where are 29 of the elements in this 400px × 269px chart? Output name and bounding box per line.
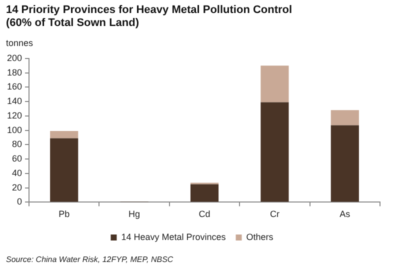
bar (330, 125, 359, 202)
bar (50, 138, 78, 202)
y-tick-label: 100 (6, 124, 22, 135)
y-tick-label: 200 (6, 52, 22, 63)
y-tick-label: 160 (6, 82, 22, 92)
x-tick-label: Hg (128, 209, 140, 220)
y-tick-label: 120 (6, 110, 22, 120)
chart-subtitle: (60% of Total Sown Land) (6, 17, 140, 30)
y-tick-label: 60 (12, 154, 22, 164)
x-tick-label: Cd (198, 209, 210, 220)
y-axis-title: tonnes (6, 38, 34, 48)
y-tick-label: 80 (12, 139, 22, 150)
y-tick-label: 180 (6, 67, 22, 78)
y-tick-label: 0 (17, 196, 22, 207)
y-tick-label: 40 (12, 168, 22, 178)
x-tick-label: As (340, 209, 351, 220)
bar (260, 66, 289, 102)
bar (50, 131, 78, 138)
bar (330, 110, 359, 126)
legend-label: 14 Heavy Metal Provinces (121, 232, 226, 242)
legend-label: Others (246, 232, 274, 242)
y-tick-label: 140 (6, 96, 22, 106)
chart-title: 14 Priority Provinces for Heavy Metal Pollution Control (6, 4, 292, 17)
x-tick-label: Pb (58, 209, 70, 220)
bar (260, 102, 289, 202)
bar (190, 184, 219, 202)
source-note: Source: China Water Risk, 12FYP, MEP, NBSC (6, 255, 174, 264)
y-tick-label: 20 (12, 182, 22, 192)
x-tick-label: Cr (270, 209, 280, 220)
